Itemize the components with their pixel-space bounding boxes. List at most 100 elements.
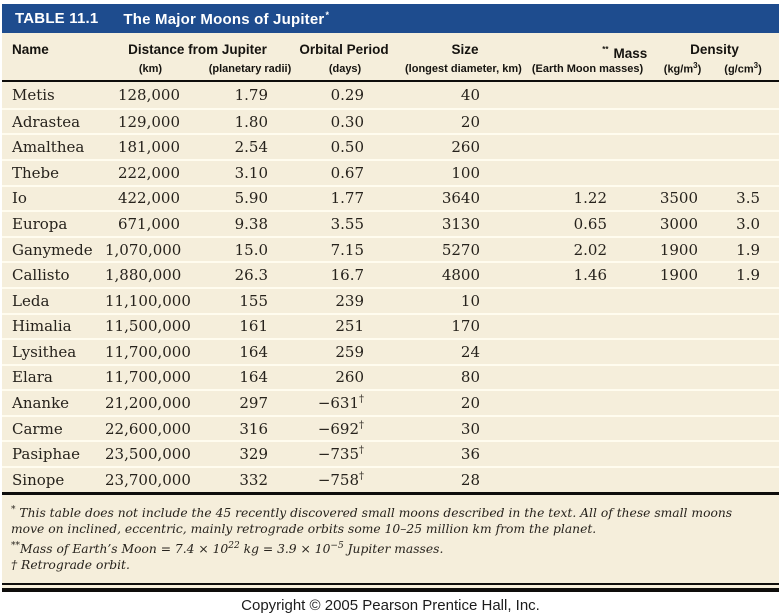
cell-distance-km: 22,600,000	[105, 414, 191, 441]
cell-moon-name: Io	[2, 184, 105, 211]
cell-moon-name: Lysithea	[2, 338, 105, 364]
cell-planetary-radii: 15.0	[180, 235, 269, 262]
cell-planetary-radii: 26.3	[180, 261, 269, 287]
cell-density-kg-m3	[607, 312, 699, 339]
col-subheader-kg-m3: (kg/m3)	[607, 61, 701, 83]
cell-orbital-period: 251	[268, 312, 365, 339]
cell-moon-name: Callisto	[2, 261, 105, 287]
cell-density-g-cm3	[698, 158, 761, 185]
row-filler	[760, 466, 780, 492]
cell-distance-km: 23,500,000	[105, 440, 191, 466]
table-figure: TABLE 11.1 The Major Moons of Jupiter* N…	[2, 4, 780, 614]
cell-planetary-radii: 161	[180, 312, 269, 339]
cell-moon-name: Europa	[2, 210, 105, 236]
cell-mass	[480, 312, 608, 339]
cell-moon-name: Ananke	[2, 389, 105, 415]
cell-orbital-period: −631†	[268, 389, 365, 415]
cell-orbital-period: 16.7	[268, 261, 365, 287]
cell-moon-name: Metis	[12, 85, 55, 104]
cell-planetary-radii: 316	[180, 414, 269, 441]
table-row: Lysithea 11,700,000 164 259 24	[2, 338, 780, 364]
cell-size: 4800	[364, 261, 481, 287]
cell-mass	[480, 363, 608, 390]
cell-size: 24	[364, 338, 481, 364]
table-row: Pasiphae 23,500,000 329 −735† 36	[2, 440, 780, 466]
cell-moon-name: Sinope	[2, 466, 105, 492]
cell-distance-km: 11,500,000	[105, 312, 191, 339]
cell-mass	[480, 107, 608, 134]
cell-density-kg-m3	[607, 133, 699, 159]
cell-size: 30	[364, 414, 481, 441]
cell-density-g-cm3: 3.0	[698, 210, 761, 236]
row-filler	[760, 312, 780, 339]
cell-planetary-radii: 164	[180, 363, 269, 390]
cell-density-g-cm3	[698, 286, 761, 313]
cell-distance-km: 671,000	[105, 210, 180, 236]
bottom-rule-gap	[2, 584, 779, 588]
cell-size: 80	[364, 363, 481, 390]
row-filler	[760, 107, 780, 134]
cell-distance-km: 181,000	[105, 133, 180, 159]
copyright-line: Copyright © 2005 Pearson Prentice Hall, …	[2, 591, 779, 614]
cell-orbital-period: 7.15	[268, 235, 365, 262]
cell-planetary-radii: 3.10	[180, 158, 269, 185]
row-filler	[760, 158, 780, 185]
cell-moon-name: Himalia	[2, 312, 105, 339]
cell-distance-km: 222,000	[105, 158, 180, 185]
cell-size: 260	[364, 133, 481, 159]
cell-size: 20	[364, 389, 481, 415]
cell-orbital-period: −758†	[268, 466, 365, 492]
cell-distance-km: 21,200,000	[105, 389, 191, 415]
cell-orbital-period: 0.67	[268, 158, 365, 185]
cell-moon-name: Leda	[2, 286, 105, 313]
cell-distance-km: 128,000	[117, 85, 180, 104]
cell-orbital-period: 259	[268, 338, 365, 364]
cell-planetary-radii: 9.38	[180, 210, 269, 236]
cell-density-g-cm3	[698, 312, 761, 339]
cell-size: 100	[364, 158, 481, 185]
row-filler	[760, 338, 780, 364]
cell-mass	[480, 466, 608, 492]
cell-planetary-radii: 332	[180, 466, 269, 492]
table-row: Amalthea 181,000 2.54 0.50 260	[2, 133, 780, 159]
cell-density-g-cm3: 3.5	[698, 184, 761, 211]
cell-orbital-period: 3.55	[268, 210, 365, 236]
row-filler	[760, 210, 780, 236]
cell-planetary-radii: 1.79	[234, 85, 269, 104]
table-row: Thebe 222,000 3.10 0.67 100	[2, 158, 780, 185]
cell-size: 40	[460, 85, 481, 104]
cell-planetary-radii: 297	[180, 389, 269, 415]
cell-distance-km: 23,700,000	[105, 466, 191, 492]
cell-density-g-cm3	[698, 82, 760, 108]
header-filler	[760, 33, 780, 83]
cell-density-g-cm3	[698, 338, 761, 364]
footnote: **Mass of Earth’s Moon = 7.4 × 1022 kg =…	[11, 540, 444, 556]
col-subheader-km: (km)	[105, 61, 180, 83]
bottom-rule-thin	[2, 582, 779, 585]
cell-size: 3640	[364, 184, 481, 211]
table-body-area: Name Distance from Jupiter Orbital Perio…	[2, 33, 780, 592]
cell-orbital-period: 0.50	[268, 133, 365, 159]
table-row: Metis 128,000 1.79 0.29 40	[2, 82, 779, 108]
cell-distance-km: 11,100,000	[105, 286, 191, 313]
cell-mass	[480, 414, 608, 441]
cell-density-kg-m3: 3500	[607, 184, 699, 211]
cell-moon-name: Pasiphae	[2, 440, 105, 466]
cell-moon-name: Amalthea	[2, 133, 105, 159]
cell-density-kg-m3	[607, 389, 699, 415]
cell-density-g-cm3	[698, 414, 761, 441]
table-number: TABLE 11.1	[15, 10, 99, 27]
row-filler	[760, 235, 780, 262]
cell-density-kg-m3: 1900	[607, 261, 699, 287]
table-row: Carme 22,600,000 316 −692† 30	[2, 414, 780, 441]
cell-mass	[480, 389, 608, 415]
col-header-density: Density	[690, 42, 739, 57]
cell-planetary-radii: 5.90	[180, 184, 269, 211]
cell-density-kg-m3	[607, 338, 699, 364]
bottom-rule-thick	[2, 587, 779, 592]
cell-mass	[480, 440, 608, 466]
cell-moon-name: Thebe	[2, 158, 105, 185]
footnote: * This table does not include the 45 rec…	[11, 504, 733, 537]
col-header-orbital-period: Orbital Period	[299, 42, 389, 57]
cell-density-kg-m3	[607, 82, 698, 108]
